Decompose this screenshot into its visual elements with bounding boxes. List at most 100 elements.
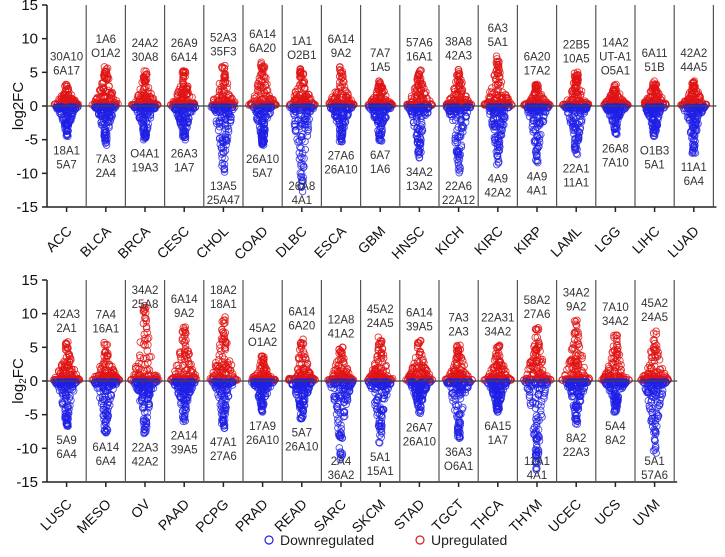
x-tick-label: KIRP	[511, 223, 545, 257]
gene-label-bottom: 2A14	[171, 430, 198, 442]
gene-label-top: 1A1	[292, 36, 312, 48]
y-tick-label: -10	[16, 165, 38, 182]
gene-label-bottom: 11A1	[563, 177, 589, 189]
gene-label-bottom: 1A6	[370, 164, 390, 176]
x-tick-label: BLCA	[77, 222, 115, 260]
gene-label-top: 42A2	[680, 48, 707, 60]
gene-label-top: 42A3	[445, 51, 472, 63]
gene-label-top: 6A14	[171, 52, 198, 64]
gene-label-top: 7A4	[96, 310, 117, 322]
gene-label-top: 30A8	[132, 52, 159, 64]
x-tick-label: LUSC	[37, 496, 75, 534]
gene-label-top: 9A2	[331, 48, 351, 60]
gene-label-bottom: 22A12	[442, 195, 475, 207]
gene-label-top: 6A14	[249, 29, 276, 41]
y-axis-label: log2FC	[10, 358, 29, 404]
gene-label-top: 24A2	[132, 38, 159, 50]
gene-label-top: 5A1	[488, 37, 508, 49]
y-tick-label: -5	[25, 132, 38, 149]
gene-label-top: 22B5	[563, 39, 590, 51]
gene-label-top: 6A20	[524, 51, 551, 63]
y-tick-label: 15	[21, 0, 38, 14]
y-tick-label: -15	[16, 199, 38, 216]
gene-label-bottom: O1B3	[640, 145, 669, 157]
gene-label-top: 14A2	[602, 37, 629, 49]
y-tick-label: 10	[21, 31, 38, 48]
gene-label-bottom: 22A1	[563, 163, 590, 175]
gene-label-top: 44A5	[680, 62, 707, 74]
y-tick-label: -5	[25, 407, 38, 424]
y-tick-label: 5	[30, 339, 38, 356]
x-tick-label: ACC	[43, 223, 75, 255]
gene-label-bottom: 5A7	[56, 159, 76, 171]
x-tick-label: PAAD	[155, 496, 193, 534]
y-axis-label-part: FC	[10, 358, 27, 378]
gene-label-top: 6A17	[53, 65, 80, 77]
x-tick-label: LGG	[591, 223, 623, 255]
gene-label-top: 26A9	[171, 38, 198, 50]
gene-label-bottom: 6A14	[92, 442, 119, 454]
gene-label-bottom: 42A2	[132, 457, 159, 469]
y-tick-label: -10	[16, 440, 38, 457]
gene-label-bottom: 4A1	[527, 186, 547, 198]
gene-label-top: 16A1	[406, 51, 433, 63]
y-tick-label: 0	[30, 98, 38, 115]
gene-label-bottom: 25A47	[207, 195, 240, 207]
gene-label-bottom: 13A2	[406, 181, 433, 193]
gene-label-bottom: 2A4	[96, 168, 117, 180]
gene-label-bottom: 26A3	[171, 149, 198, 161]
gene-label-top: 17A2	[524, 65, 551, 77]
gene-label-top: 25A8	[132, 299, 159, 311]
gene-label-top: 57A6	[406, 37, 433, 49]
x-tick-label: BRCA	[114, 222, 153, 261]
gene-label-bottom: 26A10	[324, 165, 357, 177]
gene-label-top: 16A1	[92, 324, 119, 336]
gene-label-bottom: 6A7	[370, 150, 390, 162]
gene-label-bottom: 34A2	[406, 167, 433, 179]
gene-label-top: 30A10	[50, 51, 83, 63]
gene-label-bottom: 26A10	[246, 154, 279, 166]
gene-label-bottom: 19A3	[132, 163, 159, 175]
gene-label-bottom: 27A6	[328, 151, 355, 163]
x-tick-label: OV	[127, 495, 153, 521]
gene-label-top: 6A14	[328, 34, 355, 46]
gene-label-top: 6A14	[171, 294, 198, 306]
y-tick-label: 5	[30, 64, 38, 81]
gene-label-bottom: 4A1	[292, 195, 312, 207]
y-axis-label: log2FC	[10, 82, 27, 131]
gene-label-bottom: 5A1	[644, 159, 664, 171]
x-tick-label: COAD	[231, 223, 271, 263]
x-tick-label: LIHC	[629, 223, 663, 257]
gene-label-bottom: 4A9	[527, 172, 547, 184]
gene-label-bottom: 6A4	[96, 456, 117, 468]
gene-label-top: 35F3	[210, 47, 236, 59]
x-tick-label: KICH	[432, 223, 467, 258]
gene-label-top: O1A2	[91, 48, 120, 60]
gene-label-bottom: 26A8	[288, 181, 315, 193]
gene-label-bottom: 13A5	[210, 181, 237, 193]
gene-label-bottom: 39A5	[171, 444, 198, 456]
gene-label-top: 38A8	[445, 37, 472, 49]
gene-label-top: 6A3	[488, 23, 508, 35]
gene-label-top: UT-A1	[599, 51, 632, 63]
gene-label-bottom: 7A10	[602, 157, 629, 169]
x-tick-label: GBM	[354, 223, 388, 257]
gene-label-top: 6A11	[642, 48, 668, 60]
gene-label-bottom: 42A2	[484, 188, 511, 200]
gene-label-bottom: 1A7	[174, 163, 194, 175]
